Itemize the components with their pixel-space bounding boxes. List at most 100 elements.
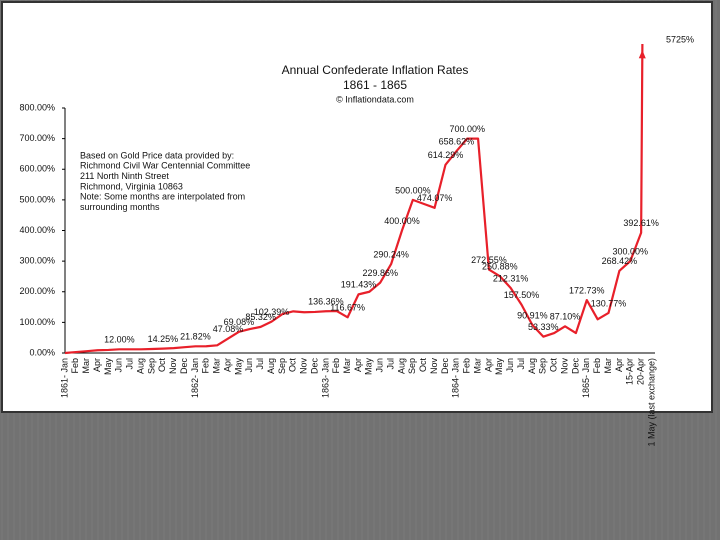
x-tick-label: Apr [353, 358, 363, 372]
value-label: 400.00% [384, 216, 420, 226]
x-tick-label: Jun [505, 358, 515, 373]
x-tick-label: Apr [92, 358, 102, 372]
value-label: 700.00% [449, 124, 485, 134]
x-tick-label: Dec [309, 358, 319, 375]
value-label: 21.82% [180, 332, 211, 342]
x-tick-label: Apr [614, 358, 624, 372]
y-tick-label: 200.00% [19, 286, 55, 296]
value-label: 69.08% [224, 317, 255, 327]
value-label: 130.77% [591, 298, 627, 308]
x-tick-label: Nov [429, 358, 439, 375]
x-tick-label: 1865- Jan [581, 358, 591, 398]
x-tick-label: Sep [277, 358, 287, 374]
value-label: 172.73% [569, 285, 605, 295]
note-line: Based on Gold Price data provided by: [80, 150, 234, 160]
value-label: 229.86% [362, 268, 398, 278]
y-tick-label: 500.00% [19, 194, 55, 204]
value-label: 268.42% [602, 256, 638, 266]
chart-title: Annual Confederate Inflation Rates [282, 63, 469, 77]
value-label: 53.33% [528, 322, 559, 332]
x-tick-label: Feb [70, 358, 80, 374]
value-label: 474.07% [417, 193, 453, 203]
x-tick-label: Feb [592, 358, 602, 374]
value-label: 300.00% [612, 247, 648, 257]
x-tick-label: 15-Apr [625, 358, 635, 385]
x-tick-label: Oct [549, 358, 559, 373]
x-tick-label: Apr [483, 358, 493, 372]
value-label: 250.88% [482, 262, 518, 272]
value-label: 614.29% [428, 150, 464, 160]
arrow-head [638, 50, 646, 59]
value-label: 116.67% [330, 303, 365, 313]
y-tick-label: 800.00% [19, 102, 55, 112]
value-label: 90.91% [517, 311, 548, 321]
x-tick-label: Nov [168, 358, 178, 375]
x-tick-label: Mar [342, 358, 352, 374]
y-tick-label: 700.00% [19, 133, 55, 143]
x-tick-label: Nov [299, 358, 309, 375]
x-tick-label: Mar [472, 358, 482, 374]
x-tick-label: May [494, 358, 504, 376]
x-tick-label: Jul [255, 358, 265, 370]
note: Based on Gold Price data provided by:Ric… [80, 150, 250, 212]
value-label: 157.50% [504, 290, 540, 300]
value-label: 500.00% [395, 185, 431, 195]
value-label: 191.43% [341, 280, 377, 290]
x-tick-label: Jul [516, 358, 526, 370]
x-tick-label: Feb [201, 358, 211, 374]
x-tick-label: May [103, 358, 113, 376]
x-tick-label: Dec [179, 358, 189, 375]
y-tick-label: 100.00% [19, 317, 55, 327]
x-tick-label: 1864- Jan [451, 358, 461, 398]
x-tick-label: Mar [603, 358, 613, 374]
plot [64, 44, 644, 355]
x-tick-label: Feb [331, 358, 341, 374]
x-tick-label: Oct [288, 358, 298, 373]
value-label: 12.00% [104, 335, 135, 345]
x-tick-label: Jun [114, 358, 124, 373]
y-tick-label: 600.00% [19, 164, 55, 174]
note-line: surrounding months [80, 202, 160, 212]
x-tick-label: 1861- Jan [59, 358, 69, 398]
x-tick-label: Apr [222, 358, 232, 372]
x-tick-label: Feb [462, 358, 472, 374]
value-label: 87.10% [550, 312, 581, 322]
value-label: 102.39% [254, 307, 290, 317]
value-label: 136.36% [308, 297, 344, 307]
value-label: 14.25% [148, 334, 179, 344]
x-tick-label: May [364, 358, 374, 376]
value-label: 212.31% [493, 273, 529, 283]
x-tick-label: 1 May (last exchange) [646, 358, 656, 447]
chart-source: © Inflationdata.com [336, 94, 414, 104]
data-line [64, 44, 644, 355]
x-tick-label: Aug [266, 358, 276, 374]
x-tick-label: Mar [81, 358, 91, 374]
x-tick-label: Dec [440, 358, 450, 375]
y-tick-label: 400.00% [19, 225, 55, 235]
x-tick-label: Sep [538, 358, 548, 374]
x-tick-label: Jul [125, 358, 135, 370]
value-label: 272.55% [471, 255, 507, 265]
value-label: 290.24% [373, 249, 409, 259]
x-tick-label: Oct [157, 358, 167, 373]
y-tick-label: 300.00% [19, 256, 55, 266]
x-tick-label: 1863- Jan [320, 358, 330, 398]
note-line: Richmond Civil War Centennial Committee [80, 161, 250, 171]
x-tick-label: Jun [375, 358, 385, 373]
x-tick-label: Mar [212, 358, 222, 374]
note-line: Richmond, Virginia 10863 [80, 181, 183, 191]
x-tick-label: Dec [570, 358, 580, 375]
chart-frame [1, 1, 713, 413]
x-tick-label: Nov [559, 358, 569, 375]
value-label: 392.61% [623, 218, 659, 228]
note-line: Note: Some months are interpolated from [80, 192, 245, 202]
value-label: 5725% [666, 34, 694, 44]
note-line: 211 North Ninth Street [80, 171, 169, 181]
x-tick-label: Aug [527, 358, 537, 374]
x-tick-label: Jul [385, 358, 395, 370]
x-tick-label: Aug [396, 358, 406, 374]
x-tick-label: Sep [146, 358, 156, 374]
x-tick-label: Jun [244, 358, 254, 373]
